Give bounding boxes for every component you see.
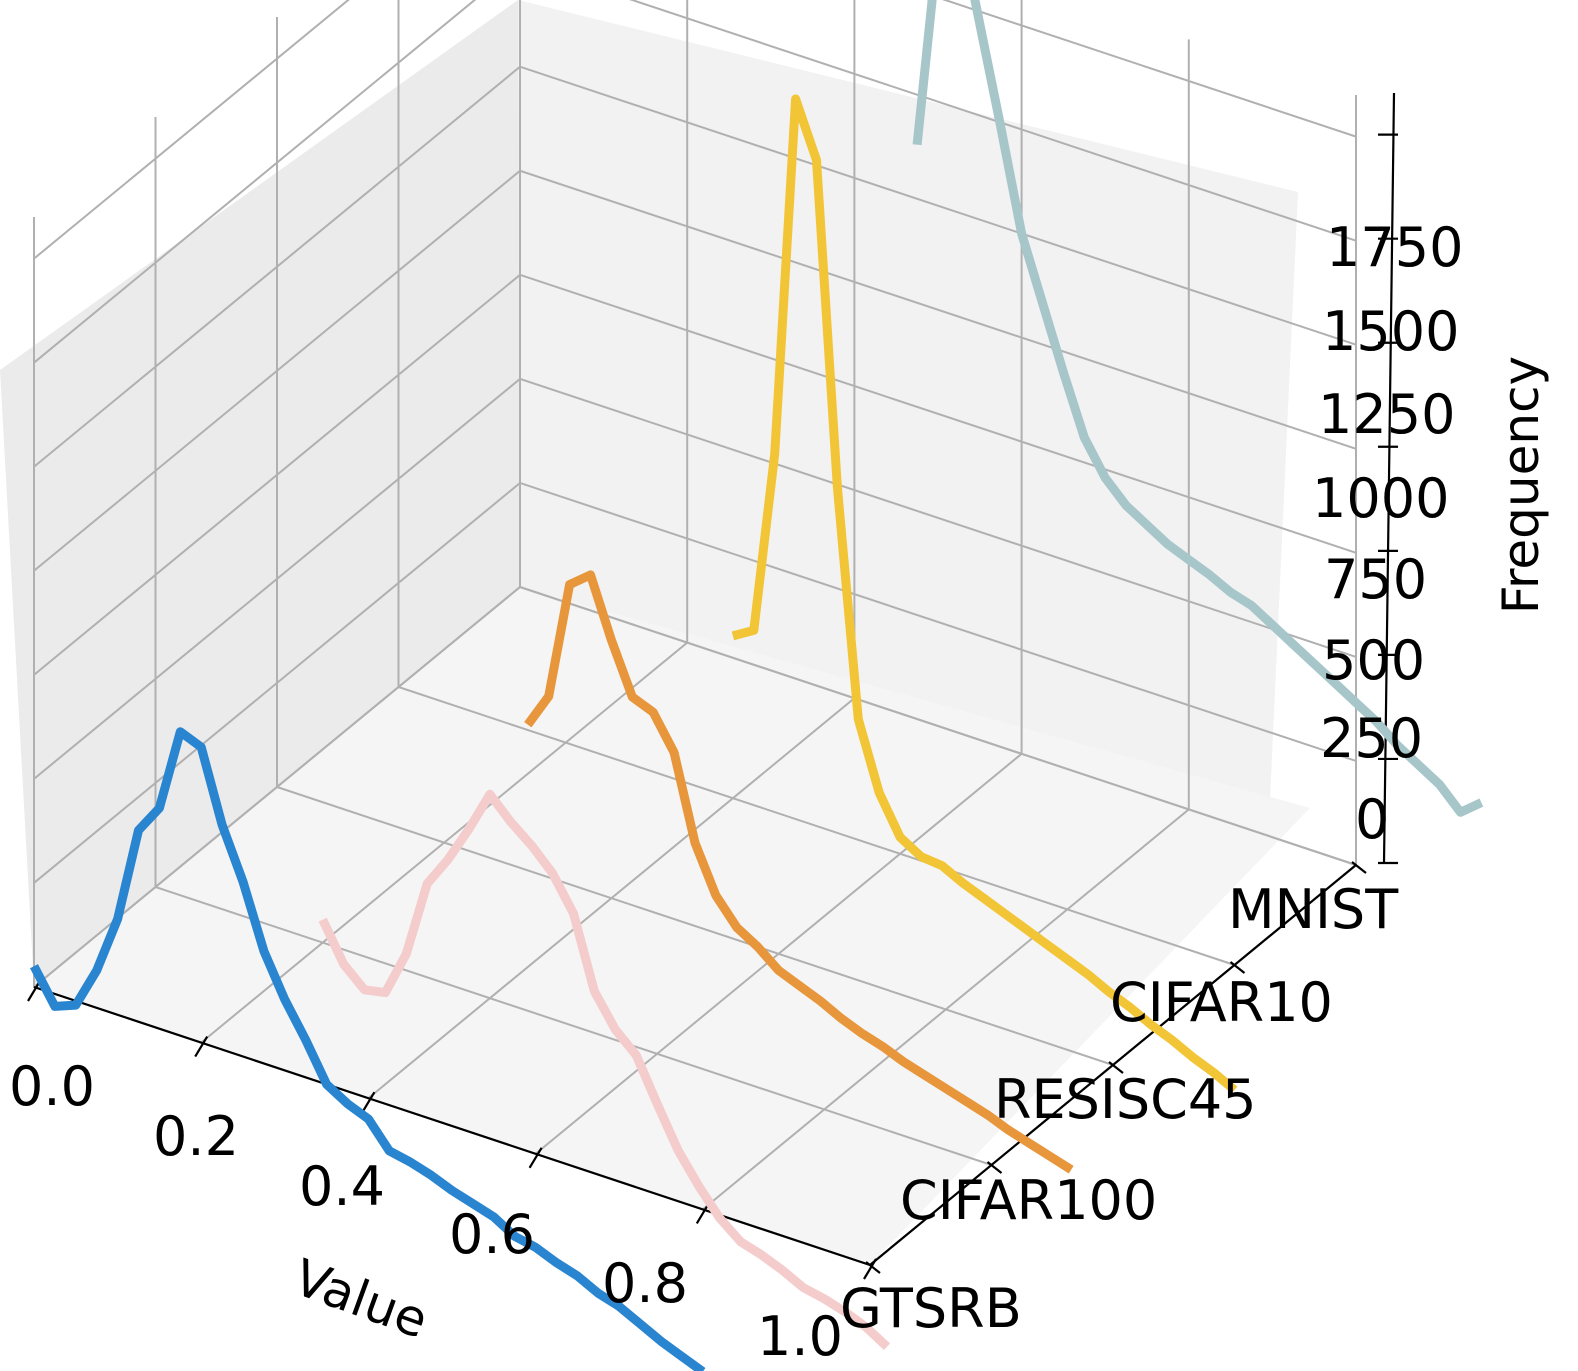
depth-tick — [1229, 961, 1246, 974]
series-line-resisc45 — [524, 570, 1074, 1174]
x-tick-label: 0.6 — [449, 1203, 535, 1266]
z-gridline — [33, 0, 1357, 364]
category-tick-label: MNIST — [1228, 878, 1399, 941]
depth-tick — [1351, 861, 1367, 874]
z-tick-label: 750 — [1324, 548, 1427, 611]
x-tick — [361, 1091, 376, 1113]
z-gridline — [33, 377, 1357, 780]
depth-tick — [865, 1261, 881, 1274]
z-tick-label: 500 — [1322, 629, 1425, 692]
z-gridline — [33, 169, 1357, 572]
z-gridline — [33, 481, 1357, 884]
x-tick-label: 0.4 — [299, 1155, 385, 1218]
category-tick-label: CIFAR10 — [1110, 971, 1333, 1034]
category-tick-label: RESISC45 — [994, 1068, 1257, 1131]
floor-pane — [34, 587, 1310, 1265]
z-gridline — [33, 0, 1357, 260]
x-tick-label: 0.8 — [602, 1252, 688, 1315]
z-tick-labels: 0 250 500 750 1000 1250 1500 1750 — [1312, 216, 1463, 851]
series-line-gtsrb — [30, 727, 706, 1371]
x-axis-title: Value — [286, 1248, 435, 1349]
depth-tick — [986, 1161, 1003, 1174]
x-tick — [194, 1036, 209, 1058]
series-line-cifar100 — [318, 789, 891, 1350]
z-gridline — [33, 585, 1357, 988]
left-pane — [0, 0, 520, 987]
z-axis-title: Frequency — [1492, 356, 1550, 614]
z-gridline — [33, 65, 1357, 468]
series-line-mnist — [912, 0, 1484, 817]
z-tick-label: 1250 — [1318, 383, 1455, 446]
x-axis-line — [33, 985, 871, 1267]
back-pane — [518, 0, 1298, 800]
category-tick-label: CIFAR100 — [900, 1169, 1157, 1232]
z-tick-label: 1750 — [1326, 216, 1463, 279]
x-tick-labels: 0.0 0.2 0.4 0.6 0.8 1.0 — [9, 1055, 843, 1368]
x-tick — [695, 1202, 710, 1224]
x-tick — [528, 1147, 543, 1169]
series-group — [30, 0, 1484, 1371]
x-tick-label: 1.0 — [757, 1305, 843, 1368]
z-tick-label: 1500 — [1322, 300, 1459, 363]
z-tick-label: 250 — [1320, 707, 1423, 770]
depth-tick — [1108, 1061, 1124, 1074]
x-tick — [27, 980, 41, 1002]
z-gridline — [33, 273, 1357, 676]
z-tick-label: 0 — [1355, 788, 1389, 851]
category-tick-labels: MNIST CIFAR10 RESISC45 CIFAR100 GTSRB — [840, 878, 1399, 1340]
x-tick-label: 0.0 — [9, 1055, 95, 1118]
z-tick-label: 1000 — [1312, 467, 1449, 530]
category-tick-label: GTSRB — [840, 1277, 1022, 1340]
x-tick-label: 0.2 — [153, 1105, 239, 1168]
series-line-cifar10 — [731, 94, 1238, 1094]
